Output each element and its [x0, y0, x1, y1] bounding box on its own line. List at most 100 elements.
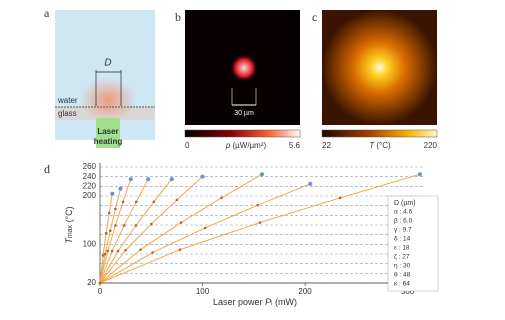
colorbar-max: 220: [424, 141, 438, 150]
fit-line: [99, 178, 149, 284]
data-point: [169, 177, 174, 182]
legend-entry: ε : 18: [394, 245, 410, 252]
panel-label: c: [312, 10, 317, 24]
symbol: T: [64, 237, 74, 244]
legend-entry: δ : 14: [394, 236, 411, 243]
colorbar: [321, 129, 438, 138]
laser-label: Laser: [97, 127, 118, 136]
data-point: [108, 229, 112, 233]
data-point: [308, 181, 313, 186]
legend-entry: β : 6.0: [394, 218, 413, 225]
data-point: [110, 249, 114, 253]
legend-entry: ζ : 27: [394, 254, 410, 261]
subscript: l: [271, 301, 272, 307]
data-point: [118, 186, 123, 191]
y-tick-label: 260: [83, 162, 97, 171]
data-point: [114, 207, 117, 211]
data-point: [256, 203, 260, 207]
unit: (µW/µm²): [233, 141, 267, 150]
colorbar-min: 22: [322, 141, 331, 150]
legend-entry: γ : 9.7: [394, 227, 412, 234]
data-point: [124, 248, 127, 252]
x-tick-label: 300: [401, 287, 415, 296]
data-point: [178, 248, 182, 251]
symbol: P: [265, 297, 271, 307]
data-point: [139, 248, 142, 251]
data-point: [149, 222, 153, 226]
x-tick-label: 100: [196, 287, 210, 296]
data-point: [98, 281, 102, 285]
data-point: [175, 198, 179, 202]
x-tick-label: 0: [98, 287, 103, 296]
data-point: [106, 249, 109, 253]
x-axis-label: Laser power Pl (mW): [213, 297, 297, 307]
y-tick-label: 100: [83, 239, 97, 248]
fit-line: [99, 173, 263, 284]
data-point: [122, 224, 126, 227]
colorbar-min: 0: [185, 141, 190, 150]
colorbar-max: 5.6: [289, 141, 301, 150]
legend-entry: θ : 48: [394, 272, 411, 279]
hot-spot: [230, 54, 258, 82]
legend-entry: α : 4.6: [394, 209, 413, 216]
data-point: [110, 191, 115, 196]
data-point: [104, 231, 108, 235]
subscript: max: [67, 224, 74, 238]
panel-label: b: [175, 10, 181, 24]
y-tick-label: 240: [83, 172, 97, 181]
data-point: [338, 196, 342, 200]
unit: (mW): [275, 297, 297, 307]
data-point: [128, 177, 133, 182]
dimension-label: D: [104, 58, 111, 69]
legend-entry: η : 30: [394, 263, 411, 270]
fit-line: [99, 176, 203, 284]
water-label: water: [57, 96, 78, 105]
temperature-glow: [322, 10, 437, 125]
scale-label: 30 µm: [234, 110, 254, 117]
y-tick-label: 220: [83, 181, 97, 190]
unit: (°C): [64, 206, 74, 222]
data-point: [134, 200, 138, 204]
data-point: [107, 211, 111, 215]
y-tick-label: 200: [83, 191, 97, 200]
glass-label: glass: [58, 109, 77, 118]
y-axis-label: Tmax (°C): [64, 206, 74, 243]
fit-line: [99, 173, 421, 284]
legend-entry: κ : 64: [394, 281, 410, 288]
data-point: [258, 221, 262, 224]
data-point: [151, 251, 154, 254]
data-point: [114, 224, 117, 227]
legend-box: [387, 195, 439, 292]
laser-label: heating: [94, 137, 123, 146]
data-point: [134, 224, 138, 227]
data-point: [116, 249, 120, 253]
data-point: [203, 226, 207, 230]
data-point: [152, 200, 156, 204]
colorbar-label: p (µW/µm²): [225, 141, 267, 150]
fit-line: [99, 183, 311, 284]
y-tick-label: 20: [87, 278, 96, 287]
x-tick-label: 200: [298, 287, 312, 296]
laser-beam: [96, 118, 120, 148]
data-point: [200, 174, 205, 179]
colorbar-label: T (°C): [369, 141, 391, 150]
legend-title: D (µm): [394, 200, 416, 207]
data-point: [179, 221, 183, 224]
data-point: [220, 196, 223, 200]
data-point: [417, 172, 422, 177]
data-point: [121, 200, 125, 204]
data-point: [103, 252, 107, 256]
text: Laser power: [213, 297, 263, 307]
symbol: T: [369, 141, 375, 150]
colorbar: [184, 129, 301, 138]
panel-label: d: [44, 162, 50, 176]
heated-zone: [80, 78, 136, 122]
data-point: [146, 177, 151, 182]
symbol: p: [225, 141, 231, 150]
data-point: [260, 172, 265, 177]
unit: (°C): [376, 141, 391, 150]
data-point: [101, 254, 105, 257]
panel-label: a: [44, 6, 50, 20]
